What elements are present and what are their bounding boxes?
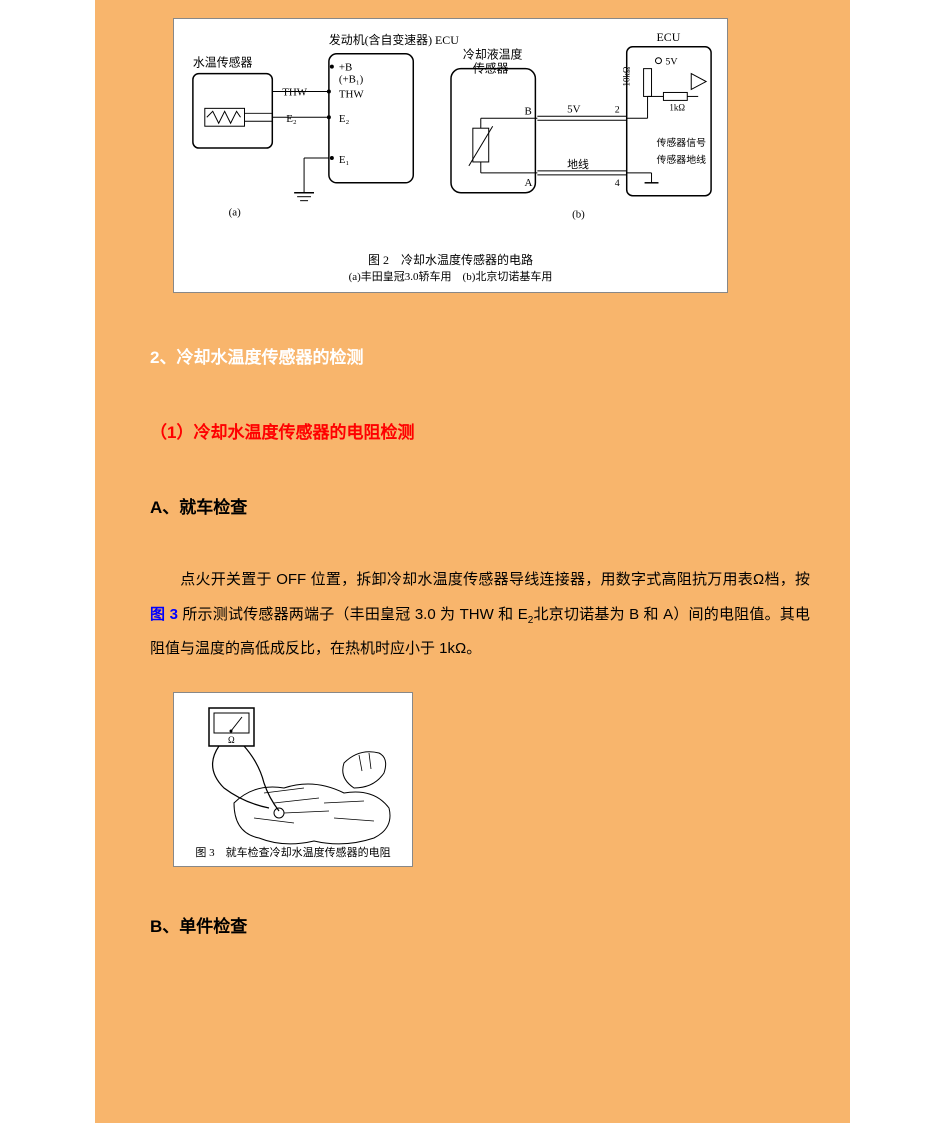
engine-detail-lines: [254, 788, 374, 823]
opamp-icon: [691, 74, 706, 90]
pin-e2-right: E₂: [339, 113, 350, 125]
subsection-1-heading: （1）冷却水温度传感器的电阻检测: [150, 418, 850, 443]
label-5v-mid: 5V: [567, 103, 580, 115]
figure-3-caption: 图 3 就车检查冷却水温度传感器的电阻: [174, 844, 412, 860]
pin-thw-right: THW: [339, 88, 365, 100]
engine-outline: [234, 784, 390, 844]
thermistor-rect: [473, 128, 489, 162]
pin-b: B: [524, 105, 531, 117]
para-a-part2: 所示测试传感器两端子（丰田皇冠 3.0 为 THW 和 E: [178, 606, 528, 623]
pin-thw-left: THW: [282, 86, 308, 98]
pin-plus-b1: (+B₁): [339, 74, 364, 86]
figure-3-svg: Ω: [174, 693, 414, 868]
figure-2-caption: 图 2 冷却水温度传感器的电路: [174, 251, 727, 268]
figure-2-container: 发动机(含自变速器) ECU 水温传感器 THW E₂ +B (+B₁) THW…: [173, 18, 728, 293]
figure-3-link[interactable]: 图 3: [150, 606, 178, 623]
coolant-sensor-label-1: 冷却液温度: [463, 48, 523, 62]
svg-text:Ω: Ω: [228, 735, 235, 745]
label-ground-wire: 地线: [567, 157, 589, 171]
document-page: 发动机(含自变速器) ECU 水温传感器 THW E₂ +B (+B₁) THW…: [95, 0, 850, 1123]
item-b-heading: B、单件检查: [150, 912, 850, 937]
label-ecu-right: ECU: [656, 30, 680, 44]
label-engine-ecu: 发动机(含自变速器) ECU: [329, 33, 459, 47]
num-2: 2: [615, 104, 620, 115]
pin-plus-b: +B: [339, 62, 352, 74]
coolant-sensor-label-2: 传感器: [473, 62, 509, 76]
section-2-heading: 2、冷却水温度传感器的检测: [150, 343, 850, 368]
coolant-sensor-block: [451, 69, 535, 193]
sub-b-label: (b): [572, 209, 585, 221]
pin-e1: E₁: [339, 154, 350, 166]
hand-outline: [343, 751, 386, 787]
lead-2: [244, 746, 279, 811]
item-a-heading: A、就车检查: [150, 493, 850, 518]
label-5v-top: 5V: [665, 57, 678, 68]
sub-a-label: (a): [229, 207, 241, 219]
label-signal: 传感器信号: [656, 136, 706, 149]
label-10k: 10kΩ: [622, 66, 632, 86]
figure-3-container: Ω 图 3 就车检查冷却水温度传感器的电阻: [173, 692, 413, 867]
lead-1: [213, 746, 269, 808]
label-water-sensor: 水温传感器: [193, 56, 253, 70]
pin-e2-left: E₂: [286, 113, 297, 125]
label-sensor-ground: 传感器地线: [656, 153, 706, 166]
sensor-zigzag: [207, 111, 241, 123]
num-4: 4: [615, 178, 620, 189]
pin-a: A: [524, 177, 532, 189]
figure-2-subcaption: (a)丰田皇冠3.0轿车用 (b)北京切诺基车用: [174, 268, 727, 284]
paragraph-a: 点火开关置于 OFF 位置，拆卸冷却水温度传感器导线连接器，用数字式高阻抗万用表…: [150, 563, 810, 667]
label-1k: 1kΩ: [669, 102, 685, 112]
para-a-part1: 点火开关置于 OFF 位置，拆卸冷却水温度传感器导线连接器，用数字式高阻抗万用表…: [180, 571, 810, 588]
